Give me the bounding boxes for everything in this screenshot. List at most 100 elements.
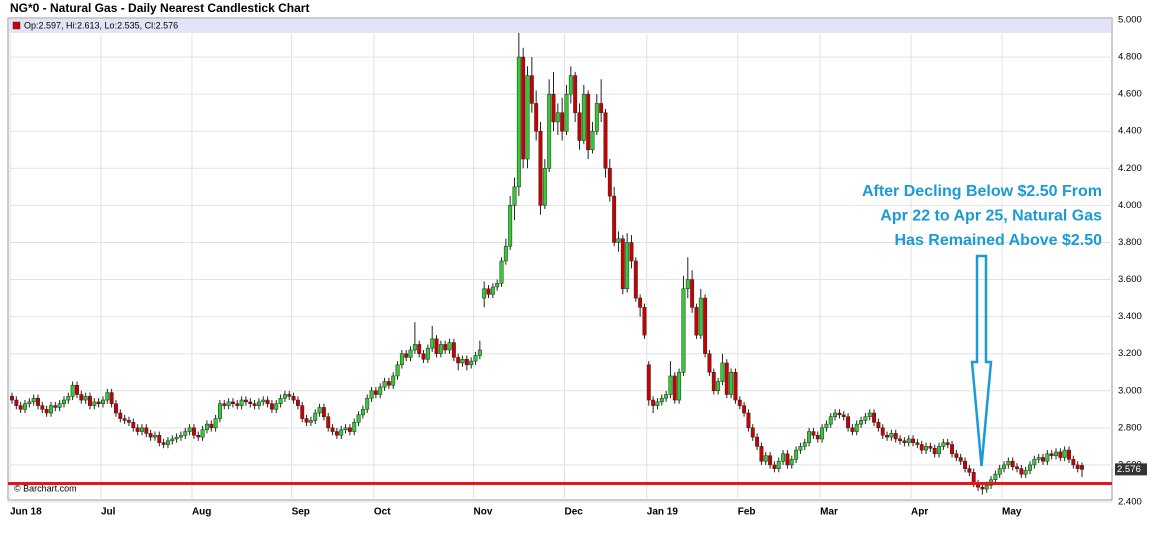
x-tick-label: Oct — [374, 507, 391, 518]
candle-body — [204, 423, 209, 430]
candle-body — [183, 431, 188, 436]
candle-body — [131, 422, 136, 429]
candle-body — [386, 381, 391, 386]
candle-body — [88, 396, 92, 406]
candle-body — [408, 349, 413, 358]
candle-body — [213, 418, 218, 429]
candle-body — [434, 338, 439, 354]
candle-body — [477, 349, 482, 356]
candle-body — [733, 371, 738, 401]
y-tick-label: 3.800 — [1118, 237, 1142, 248]
candle-body — [924, 446, 928, 451]
y-tick-label: 4.400 — [1118, 126, 1142, 137]
candle-body — [499, 260, 504, 284]
candle-body — [963, 460, 967, 469]
candle-body — [711, 371, 716, 392]
y-tick-label: 3.200 — [1118, 348, 1142, 359]
candle-body — [685, 279, 690, 290]
candle-body — [651, 399, 656, 406]
candle-body — [997, 468, 1002, 475]
candle-body — [742, 405, 747, 414]
candle-body — [677, 371, 682, 401]
candle-body — [360, 409, 365, 416]
candle-body — [625, 242, 630, 290]
candle-body — [412, 344, 417, 351]
candle-body — [850, 427, 855, 432]
candle-body — [525, 75, 530, 160]
candle-body — [542, 168, 547, 206]
candle-body — [191, 427, 196, 436]
candle-body — [469, 360, 474, 366]
candle-body — [755, 436, 760, 447]
candle-body — [794, 449, 799, 460]
candle-body — [872, 412, 877, 423]
candle-body — [421, 353, 426, 360]
candle-body — [430, 338, 435, 349]
candle-body — [932, 447, 937, 455]
candle-body — [248, 401, 253, 404]
candle-body — [144, 427, 149, 434]
x-tick-label: Jan 19 — [647, 507, 679, 518]
candle-body — [1067, 449, 1071, 460]
candle-body — [313, 412, 318, 421]
candle-body — [1049, 453, 1054, 456]
candle-body — [694, 307, 699, 336]
candle-body — [698, 297, 703, 336]
candle-body — [209, 423, 214, 429]
candle-body — [75, 384, 79, 395]
y-tick-label: 3.400 — [1118, 311, 1142, 322]
candle-body — [365, 397, 370, 410]
candle-body — [265, 399, 270, 404]
candle-body — [928, 446, 933, 449]
candle-body — [950, 444, 954, 455]
x-tick-label: Jul — [101, 507, 116, 518]
candle-body — [737, 399, 742, 406]
candle-body — [607, 168, 612, 197]
candle-body — [36, 397, 40, 406]
y-tick-label: 4.800 — [1118, 52, 1142, 63]
y-tick-label: 4.200 — [1118, 163, 1142, 174]
candle-body — [226, 401, 231, 406]
candle-body — [44, 409, 49, 414]
candle-body — [668, 375, 673, 395]
candle-body — [118, 412, 123, 419]
candle-body — [993, 473, 998, 481]
x-tick-label: Mar — [820, 507, 838, 518]
legend-band — [9, 19, 1111, 33]
candle-body — [438, 344, 443, 354]
candle-body — [239, 399, 244, 406]
candle-body — [391, 375, 396, 386]
x-tick-label: Feb — [738, 507, 756, 518]
candle-body — [66, 396, 71, 401]
candle-body — [127, 420, 131, 423]
candle-body — [612, 195, 617, 243]
candle-body — [317, 407, 322, 414]
candle-body — [824, 423, 829, 429]
candle-body — [23, 403, 27, 410]
candle-body — [157, 435, 162, 443]
candle-body — [586, 93, 591, 151]
candle-body — [243, 399, 248, 403]
candle-body — [282, 394, 287, 399]
candle-body — [200, 429, 205, 438]
candle-body — [49, 405, 53, 414]
candle-body — [109, 392, 114, 404]
candle-body — [720, 362, 725, 382]
candle-body — [781, 453, 786, 462]
candle-body — [937, 446, 941, 455]
arrow — [970, 254, 993, 467]
candle-body — [1023, 470, 1028, 475]
candle-body — [889, 433, 894, 438]
candle-body — [560, 112, 565, 132]
candle-body — [603, 112, 608, 169]
candle-body — [1071, 459, 1076, 466]
candle-body — [196, 435, 201, 438]
candle-body — [659, 397, 664, 403]
candle-body — [564, 93, 569, 132]
candle-body — [980, 486, 985, 490]
candle-body — [837, 412, 842, 416]
candle-body — [473, 355, 478, 362]
candle-body — [1075, 464, 1080, 469]
candle-body — [161, 442, 166, 445]
